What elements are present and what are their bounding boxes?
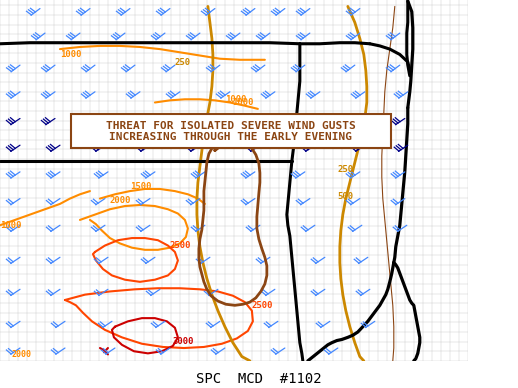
Text: 2000: 2000 (12, 350, 32, 359)
Text: 1000: 1000 (60, 50, 81, 59)
Text: 250: 250 (175, 58, 191, 67)
Text: 2500: 2500 (170, 241, 192, 250)
Text: 500: 500 (338, 192, 354, 201)
Text: 1000: 1000 (225, 95, 247, 104)
Text: 250: 250 (338, 165, 354, 174)
Text: THREAT FOR ISOLATED SEVERE WIND GUSTS
INCREASING THROUGH THE EARLY EVENING: THREAT FOR ISOLATED SEVERE WIND GUSTS IN… (106, 121, 356, 142)
Text: 1000: 1000 (232, 98, 253, 107)
FancyBboxPatch shape (71, 114, 391, 148)
Text: 2000: 2000 (110, 196, 132, 205)
Text: SPC  MCD  #1102: SPC MCD #1102 (196, 372, 322, 386)
Text: 1000: 1000 (0, 221, 22, 230)
Text: 3000: 3000 (173, 337, 194, 346)
Text: 1500: 1500 (130, 182, 151, 191)
Text: 2500: 2500 (252, 301, 274, 310)
